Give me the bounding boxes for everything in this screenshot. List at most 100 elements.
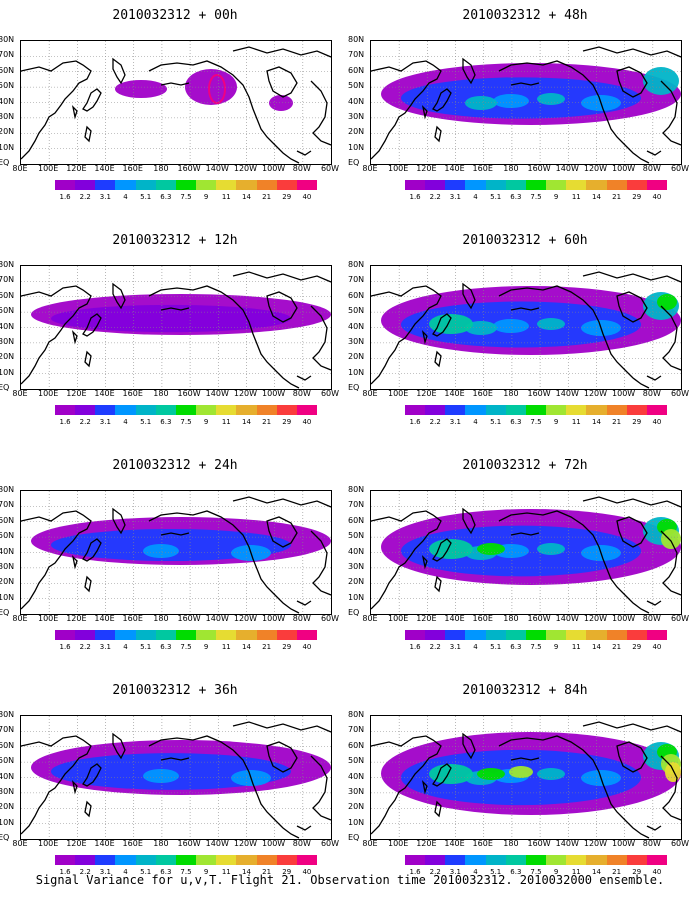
colorbar-swatch <box>276 855 297 865</box>
coastline <box>432 313 452 337</box>
variance-field-map <box>371 266 681 389</box>
lat-tick-label: EQ <box>348 608 360 617</box>
lat-tick-label: 60N <box>348 740 365 750</box>
colorbar-swatch <box>135 180 156 190</box>
colorbar-tick-label: 4 <box>123 643 128 651</box>
colorbar-tick-label: 11 <box>571 643 581 651</box>
colorbar-tick-label: 5.1 <box>140 643 152 651</box>
coastline <box>71 105 78 120</box>
lon-tick-label: 100W <box>612 839 636 848</box>
colorbar-tick-label: 40 <box>652 193 662 201</box>
lon-tick-label: 80W <box>642 614 661 623</box>
colorbar-tick-label: 6.3 <box>160 418 172 426</box>
colorbar-swatch <box>646 180 668 190</box>
colorbar <box>55 405 318 415</box>
colorbar-tick-label: 9 <box>553 418 559 426</box>
colorbar-tick-label: 11 <box>571 193 581 201</box>
colorbar-tick-label: 11 <box>221 643 231 651</box>
lon-tick-label: 80W <box>292 164 311 173</box>
panel-title: 2010032312 + 00h <box>112 8 238 23</box>
colorbar-tick-label: 7.5 <box>180 193 192 201</box>
coastline <box>232 721 331 733</box>
colorbar-labels: 1.6 2.2 3.1 4 5.1 6.3 7.5 9 11 14 21 29 40 <box>55 418 317 428</box>
lon-tick-label: 120E <box>66 164 87 173</box>
colorbar-tick-label: 3.1 <box>99 868 111 876</box>
lon-tick-label: 180 <box>153 614 169 623</box>
colorbar-tick-label: 1.6 <box>409 193 421 201</box>
lon-tick-label: 80E <box>362 614 378 623</box>
lat-tick-label: 50N <box>348 306 365 316</box>
panel-title: 2010032312 + 72h <box>462 458 588 473</box>
coastline <box>232 46 331 58</box>
colorbar-tick-label: 6.3 <box>160 193 172 201</box>
colorbar-labels: 1.6 2.2 3.1 4 5.1 6.3 7.5 9 11 14 21 29 40 <box>405 418 667 428</box>
coastline <box>21 285 92 385</box>
colorbar-swatch <box>606 405 627 415</box>
coastline <box>296 825 312 831</box>
coastline <box>371 285 442 385</box>
map-area <box>20 265 332 390</box>
coastline <box>296 600 312 606</box>
colorbar-tick-label: 1.6 <box>59 193 71 201</box>
lat-tick-label: 30N <box>348 336 365 346</box>
colorbar-tick-label: 4 <box>473 193 478 201</box>
lat-tick-label: 30N <box>348 111 365 121</box>
colorbar-swatch <box>546 405 567 415</box>
colorbar-swatch <box>606 630 627 640</box>
lon-tick-label: 80E <box>12 164 28 173</box>
lon-tick-label: 80W <box>292 614 311 623</box>
colorbar-tick-label: 21 <box>612 193 622 201</box>
colorbar-swatch <box>115 405 136 415</box>
coastline <box>660 755 681 821</box>
colorbar-tick-label: 40 <box>652 418 662 426</box>
variance-field-map <box>21 266 331 389</box>
lon-tick-label: 60W <box>670 839 690 848</box>
colorbar-swatch <box>525 405 547 415</box>
colorbar-tick-label: 3.1 <box>99 643 111 651</box>
colorbar-tick-label: 5.1 <box>490 418 502 426</box>
lon-tick-label: 100E <box>388 614 409 623</box>
lon-tick-label: 100W <box>262 164 286 173</box>
lon-tick-label: 180 <box>503 839 519 848</box>
lon-tick-label: 160W <box>177 614 201 623</box>
coastline <box>310 755 331 821</box>
colorbar-tick-label: 29 <box>632 193 642 201</box>
colorbar-swatch <box>155 630 176 640</box>
lon-tick-label: 180 <box>503 164 519 173</box>
lat-tick-label: 50N <box>348 531 365 541</box>
colorbar-swatch <box>586 180 607 190</box>
map-panel: 2010032312 + 84h 80N 70N 60N 50N 40N 30N 20N 10N… <box>348 675 700 890</box>
lat-tick-label: 50N <box>0 306 15 316</box>
lat-tick-label: 70N <box>0 725 15 735</box>
lat-tick-label: 20N <box>0 802 15 812</box>
colorbar-swatch <box>95 405 116 415</box>
lon-tick-label: 180 <box>153 839 169 848</box>
lat-tick-label: EQ <box>0 608 10 617</box>
lat-tick-label: 20N <box>0 577 15 587</box>
coastline <box>498 510 650 614</box>
coastline <box>310 305 331 371</box>
colorbar-tick-label: 5.1 <box>490 193 502 201</box>
colorbar-swatch <box>196 405 217 415</box>
variance-contour <box>657 294 677 310</box>
colorbar-tick-label: 6.3 <box>160 868 172 876</box>
lon-tick-label: 60W <box>320 164 340 173</box>
colorbar-swatch <box>525 630 547 640</box>
coastline <box>148 735 300 839</box>
lon-tick-label: 80E <box>362 839 378 848</box>
coastline <box>71 555 78 570</box>
colorbar-swatch <box>75 405 96 415</box>
colorbar-swatch <box>296 405 318 415</box>
colorbar-tick-label: 21 <box>612 868 622 876</box>
colorbar-tick-label: 1.6 <box>59 418 71 426</box>
colorbar-swatch <box>196 630 217 640</box>
colorbar-labels: 1.6 2.2 3.1 4 5.1 6.3 7.5 9 11 14 21 29 40 <box>55 193 317 203</box>
colorbar-tick-label: 11 <box>221 193 231 201</box>
colorbar-swatch <box>236 180 257 190</box>
coastline <box>21 510 92 610</box>
map-area <box>20 40 332 165</box>
colorbar-tick-label: 7.5 <box>180 868 192 876</box>
colorbar-tick-label: 6.3 <box>160 643 172 651</box>
coastline <box>421 330 428 345</box>
lon-tick-label: 80E <box>362 164 378 173</box>
